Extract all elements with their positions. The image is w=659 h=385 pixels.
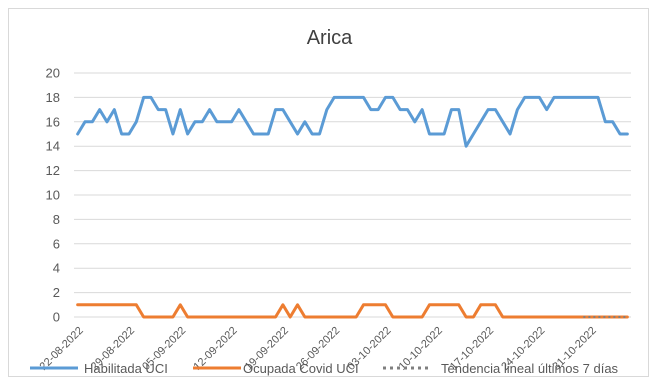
y-tick-label: 6 <box>53 236 60 251</box>
legend-label-0: Habilitada UCI <box>84 361 168 376</box>
series-line-0 <box>76 95 629 148</box>
x-tick-label: 12-09-2022 <box>191 325 239 373</box>
y-tick-label: 16 <box>46 114 60 129</box>
y-tick-label: 0 <box>53 310 60 325</box>
y-tick-label: 2 <box>53 285 60 300</box>
y-tick-label: 4 <box>53 261 60 276</box>
legend-label-2: Tendencia lineal últimos 7 días <box>441 361 619 376</box>
y-tick-label: 20 <box>46 66 60 81</box>
grid-lines <box>74 72 631 318</box>
series-line-1 <box>76 303 629 319</box>
y-tick-label: 12 <box>46 163 60 178</box>
y-tick-label: 18 <box>46 90 60 105</box>
y-tick-label: 10 <box>46 188 60 203</box>
x-tick-label: 22-08-2022 <box>38 325 86 373</box>
chart-title: Arica <box>306 27 353 49</box>
legend: Habilitada UCI Ocupada Covid UCI Tendencia… <box>30 361 619 376</box>
legend-label-1: Ocupada Covid UCI <box>243 361 359 376</box>
y-tick-label: 8 <box>53 212 60 227</box>
y-tick-label: 14 <box>46 139 60 154</box>
series-lines <box>76 95 629 319</box>
y-axis: 0 2 4 6 8 10 12 14 16 18 20 <box>46 66 60 325</box>
x-tick-label: 10-10-2022 <box>397 325 445 373</box>
